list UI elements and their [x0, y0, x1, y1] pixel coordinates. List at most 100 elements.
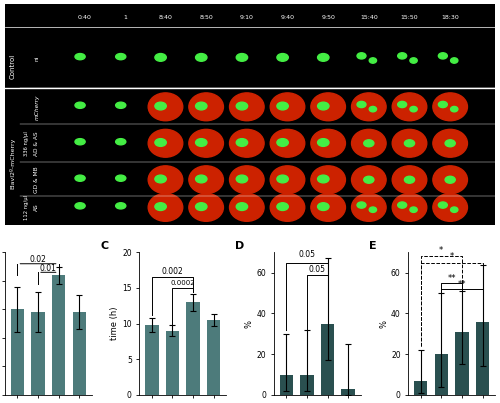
- Ellipse shape: [404, 140, 414, 147]
- Ellipse shape: [398, 53, 406, 59]
- Ellipse shape: [155, 175, 166, 183]
- Text: **: **: [448, 274, 456, 283]
- Text: 15:40: 15:40: [360, 15, 378, 20]
- Ellipse shape: [357, 202, 366, 208]
- Ellipse shape: [230, 166, 264, 194]
- Bar: [186, 302, 200, 395]
- Ellipse shape: [318, 175, 329, 183]
- Ellipse shape: [196, 102, 207, 110]
- Ellipse shape: [450, 106, 458, 112]
- Ellipse shape: [357, 53, 366, 59]
- Ellipse shape: [352, 93, 386, 121]
- Ellipse shape: [369, 207, 376, 212]
- Ellipse shape: [116, 203, 126, 209]
- Ellipse shape: [433, 166, 468, 194]
- Ellipse shape: [398, 202, 406, 208]
- Ellipse shape: [155, 139, 166, 146]
- Text: 0.02: 0.02: [30, 255, 46, 264]
- Text: 0:40: 0:40: [77, 15, 91, 20]
- Text: 0.01: 0.01: [40, 264, 57, 272]
- Ellipse shape: [270, 193, 305, 221]
- Ellipse shape: [116, 139, 126, 145]
- Text: A: A: [6, 10, 14, 21]
- Ellipse shape: [189, 193, 224, 221]
- Text: *: *: [450, 252, 454, 262]
- Ellipse shape: [196, 54, 207, 61]
- Y-axis label: time (h): time (h): [110, 307, 120, 341]
- Ellipse shape: [318, 102, 329, 110]
- Ellipse shape: [75, 175, 85, 181]
- Ellipse shape: [148, 129, 183, 157]
- Ellipse shape: [311, 166, 346, 194]
- Bar: [342, 389, 355, 395]
- Ellipse shape: [236, 102, 248, 110]
- Ellipse shape: [410, 58, 417, 63]
- Text: 9:10: 9:10: [240, 15, 254, 20]
- Bar: [207, 320, 220, 395]
- Ellipse shape: [155, 54, 166, 61]
- Bar: [280, 374, 293, 395]
- Ellipse shape: [450, 207, 458, 212]
- Ellipse shape: [433, 193, 468, 221]
- Ellipse shape: [189, 129, 224, 157]
- Text: AS: AS: [34, 204, 40, 211]
- Ellipse shape: [270, 93, 305, 121]
- Ellipse shape: [357, 102, 366, 108]
- Text: ni: ni: [34, 56, 40, 61]
- Ellipse shape: [277, 203, 288, 210]
- Bar: [456, 332, 468, 395]
- Text: *: *: [439, 246, 444, 256]
- Ellipse shape: [148, 166, 183, 194]
- Text: AD & AS: AD & AS: [34, 131, 40, 156]
- Ellipse shape: [318, 139, 329, 146]
- Ellipse shape: [230, 193, 264, 221]
- Bar: [476, 322, 490, 395]
- Ellipse shape: [236, 54, 248, 61]
- Ellipse shape: [75, 139, 85, 145]
- Text: 15:50: 15:50: [400, 15, 418, 20]
- Text: 0.05: 0.05: [298, 250, 316, 260]
- Ellipse shape: [392, 129, 427, 157]
- Text: D: D: [235, 241, 244, 251]
- Ellipse shape: [236, 139, 248, 146]
- Y-axis label: %: %: [244, 320, 254, 328]
- Text: 336 ng/μl: 336 ng/μl: [24, 131, 28, 156]
- Text: **: **: [458, 280, 466, 289]
- Ellipse shape: [116, 102, 126, 108]
- Ellipse shape: [410, 207, 417, 212]
- Ellipse shape: [230, 129, 264, 157]
- Bar: [300, 374, 314, 395]
- Bar: [145, 325, 158, 395]
- Ellipse shape: [196, 175, 207, 183]
- Ellipse shape: [311, 93, 346, 121]
- Bar: [10, 310, 24, 403]
- Ellipse shape: [236, 203, 248, 210]
- Ellipse shape: [404, 176, 414, 183]
- Ellipse shape: [369, 58, 376, 63]
- Ellipse shape: [392, 193, 427, 221]
- Ellipse shape: [189, 166, 224, 194]
- Ellipse shape: [433, 93, 468, 121]
- Ellipse shape: [196, 139, 207, 146]
- Text: 112 ng/μl: 112 ng/μl: [24, 195, 28, 220]
- Ellipse shape: [230, 93, 264, 121]
- Ellipse shape: [75, 203, 85, 209]
- Bar: [32, 312, 44, 403]
- Text: 0.05: 0.05: [308, 265, 326, 274]
- Ellipse shape: [277, 54, 288, 61]
- Ellipse shape: [277, 102, 288, 110]
- Text: mCherry: mCherry: [34, 94, 40, 120]
- Ellipse shape: [311, 129, 346, 157]
- Ellipse shape: [364, 140, 374, 147]
- Ellipse shape: [392, 166, 427, 194]
- Text: C: C: [100, 241, 108, 251]
- Ellipse shape: [236, 175, 248, 183]
- Ellipse shape: [155, 102, 166, 110]
- Text: Control: Control: [10, 53, 16, 79]
- Ellipse shape: [392, 93, 427, 121]
- Text: E: E: [369, 241, 377, 251]
- Ellipse shape: [445, 140, 455, 147]
- Ellipse shape: [277, 139, 288, 146]
- Ellipse shape: [270, 129, 305, 157]
- Ellipse shape: [116, 175, 126, 181]
